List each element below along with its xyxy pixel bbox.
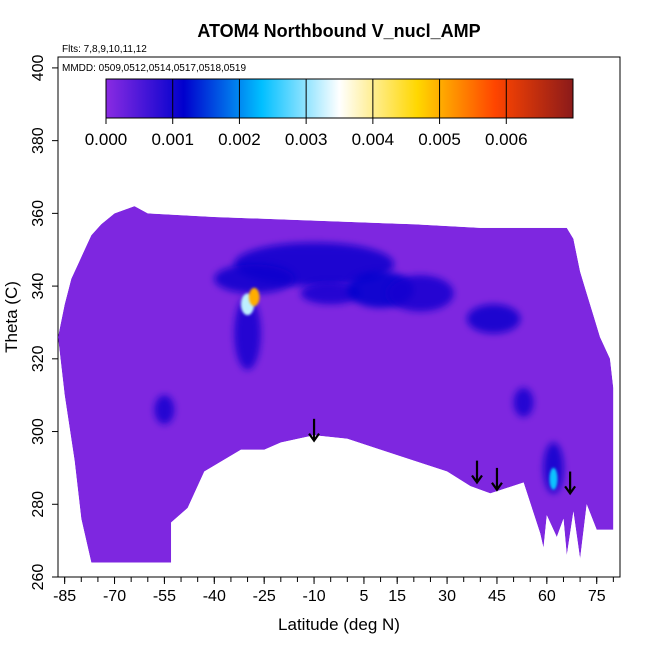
x-tick-label: 30 xyxy=(438,588,456,605)
colorbar-tick-label: 0.001 xyxy=(151,130,194,149)
y-tick-label: 400 xyxy=(30,54,47,81)
y-tick-label: 300 xyxy=(30,418,47,445)
colorbar-tick-label: 0.005 xyxy=(418,130,461,149)
down-arrow-head xyxy=(491,482,503,492)
y-tick-label: 380 xyxy=(30,127,47,154)
x-tick-label: 45 xyxy=(488,588,506,605)
concentration-patch xyxy=(513,387,534,418)
y-axis-label: Theta (C) xyxy=(2,281,21,353)
colorbar-tick-label: 0.006 xyxy=(485,130,528,149)
colorbar-tick-label: 0.002 xyxy=(218,130,261,149)
x-tick-label: -40 xyxy=(203,588,226,605)
x-axis: -85 -70 -55 -40 -25 -10 5 15 30 45 60 75 xyxy=(53,577,614,605)
down-arrow-head xyxy=(471,474,483,485)
background-field xyxy=(58,206,614,563)
plot-frame xyxy=(57,56,621,578)
down-arrow-head xyxy=(308,432,320,443)
colorbar-scale xyxy=(105,78,574,119)
colorbar-tick-label: 0.003 xyxy=(285,130,328,149)
y-tick-label: 360 xyxy=(30,200,47,227)
concentration-patch xyxy=(234,297,261,370)
y-tick-label: 340 xyxy=(30,273,47,300)
chart-title: ATOM4 Northbound V_nucl_AMP xyxy=(197,21,480,41)
concentration-patch xyxy=(300,282,361,305)
y-tick-label: 260 xyxy=(30,564,47,591)
concentration-patch xyxy=(248,287,260,307)
concentration-patch xyxy=(543,442,564,494)
x-tick-label: -25 xyxy=(253,588,276,605)
y-axis: 260 280 300 320 340 360 380 400 xyxy=(30,54,58,590)
x-tick-label: 75 xyxy=(588,588,606,605)
colorbar-tick-label: 0.004 xyxy=(352,130,395,149)
colorbar: 0.000 0.001 0.002 0.003 0.004 0.005 0.006 xyxy=(85,78,574,149)
concentration-patch xyxy=(549,467,558,490)
colorbar-tick-label: 0.000 xyxy=(85,130,128,149)
arrow-markers xyxy=(308,418,577,496)
concentration-patch xyxy=(467,304,521,334)
y-tick-label: 280 xyxy=(30,491,47,518)
y-tick-label: 320 xyxy=(30,345,47,372)
dates-annotation: MMDD: 0509,0512,0514,0517,0518,0519 xyxy=(62,63,246,74)
x-tick-label: -10 xyxy=(302,588,325,605)
x-tick-label: 5 xyxy=(359,588,368,605)
x-tick-label: 60 xyxy=(538,588,556,605)
x-tick-label: -85 xyxy=(53,588,76,605)
x-tick-label: -70 xyxy=(103,588,126,605)
x-axis-label: Latitude (deg N) xyxy=(278,615,400,634)
concentration-patch xyxy=(154,395,175,425)
down-arrow-head xyxy=(564,485,577,496)
x-tick-label: 15 xyxy=(388,588,406,605)
heatmap-field xyxy=(58,206,614,563)
concentration-patch xyxy=(387,275,454,312)
x-tick-label: -55 xyxy=(153,588,176,605)
flights-annotation: Flts: 7,8,9,10,11,12 xyxy=(62,44,147,55)
concentration-patch xyxy=(214,264,295,294)
